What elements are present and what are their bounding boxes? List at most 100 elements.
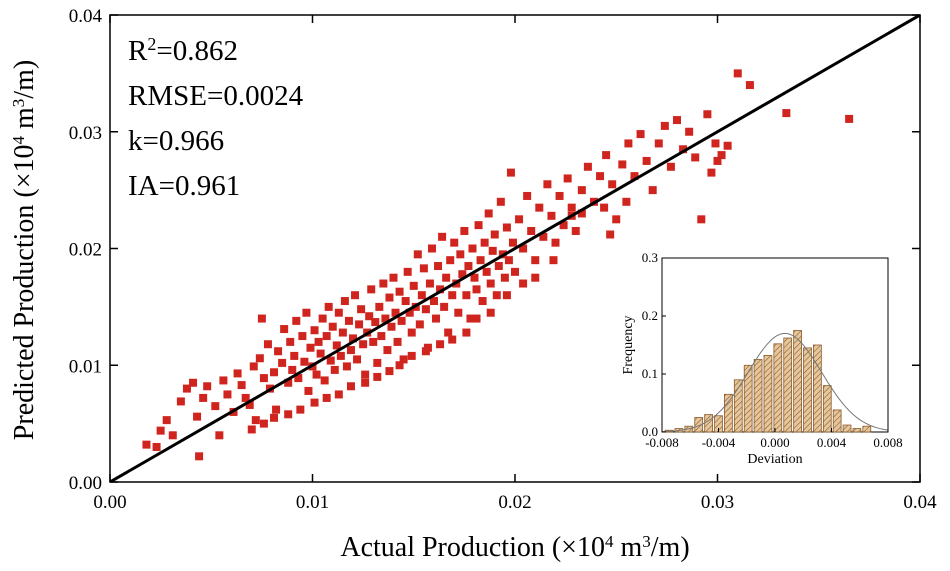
scatter-point [314,337,323,346]
inset-histogram: -0.008 -0.004 0.000 0.004 0.008 0.0 0.1 0.2 0.3 D… [621,250,903,467]
scatter-point [383,346,392,355]
scatter-point [270,368,279,377]
scatter-point [288,365,297,374]
scatter-point [336,351,345,360]
scatter-point [371,318,380,327]
scatter-point [189,378,198,387]
scatter-point [654,139,663,148]
scatter-point [310,326,319,335]
histogram-bar [803,347,812,433]
scatter-point [430,297,438,306]
scatter-point [403,267,412,276]
scatter-point [622,197,631,206]
scatter-point [480,238,489,247]
scatter-point [369,337,378,346]
scatter-point [539,232,548,241]
histogram-bar [733,379,743,433]
x-tick-label: 0.02 [498,492,531,513]
scatter-point [577,209,586,218]
scatter-point [409,281,418,290]
scatter-point [711,139,720,148]
scatter-point [142,440,151,449]
axis-title-part: Predicted Production (×10 [9,144,40,440]
scatter-point [215,431,224,440]
scatter-point [247,425,256,434]
scatter-point [713,156,722,165]
scatter-point [294,374,303,383]
axis-title-part: Actual Production (×10 [340,532,605,563]
stats-annotation: R2=0.862 RMSE=0.0024 k=0.966 IA=0.961 [128,34,304,202]
scatter-point [472,314,481,323]
scatter-point [648,186,657,195]
scatter-point [407,351,416,360]
scatter-point [298,332,307,341]
x-tick-label: 0.00 [93,492,126,513]
y-tick-label: 0.04 [69,6,103,27]
axis-title-part: m [9,107,40,136]
scatter-point [361,378,370,387]
scatter-point [523,191,532,200]
scatter-point [379,279,388,288]
scatter-point [450,238,459,247]
scatter-point [182,384,191,393]
scatter-point [506,168,515,177]
scatter-point [673,116,681,125]
histogram-bar [822,385,832,433]
scatter-point [486,279,495,288]
scatter-point [361,370,370,379]
histogram-bar [753,359,763,433]
axis-title-part: 4 [9,135,28,144]
scatter-point [551,238,560,247]
scatter-point [707,168,716,177]
scatter-point [338,328,347,337]
inset-x-tick-label: 0.008 [873,435,902,450]
scatter-point [249,362,258,371]
inset-y-axis-title: Frequency [621,315,636,374]
scatter-point [488,246,497,255]
scatter-point [442,273,451,282]
scatter-point [219,376,228,385]
inset-y-tick-label: 0.0 [642,424,658,439]
scatter-point [717,151,726,160]
scatter-point [515,215,524,224]
scatter-point [346,346,355,355]
scatter-point [421,305,430,314]
scatter-point [316,349,325,358]
scatter-point [237,381,246,390]
histogram-bar [763,355,773,433]
y-tick-label: 0.02 [69,240,102,261]
axis-title-part: m [613,532,642,563]
stat-line: R2=0.862 [128,34,238,67]
histogram-bar [793,330,802,433]
scatter-point [152,442,161,451]
scatter-point [203,382,212,391]
scatter-point [531,256,540,265]
scatter-point [444,328,453,337]
scatter-point [407,328,416,337]
scatter-point [365,312,374,321]
scatter-point [290,351,299,360]
scatter-point [304,386,313,395]
scatter-point [300,357,309,366]
scatter-point [555,191,564,200]
histogram-bar [813,344,822,433]
scatter-point [199,393,208,402]
inset-x-axis-title: Deviation [747,452,802,467]
scatter-point [484,209,493,218]
x-tick-label: 0.01 [296,492,329,513]
scatter-point [322,393,331,402]
scatter-point [274,347,283,356]
scatter-point [448,291,457,300]
scatter-point [502,291,511,300]
scatter-point [531,273,540,282]
scatter-point [685,127,694,136]
scatter-point [233,369,242,378]
scatter-point [543,180,552,189]
scatter-point [195,452,204,461]
inset-x-tick-label: 0.004 [817,435,847,450]
scatter-point [349,334,357,343]
scatter-point [344,316,353,325]
scatter-point [156,426,165,435]
scatter-point [359,340,368,349]
